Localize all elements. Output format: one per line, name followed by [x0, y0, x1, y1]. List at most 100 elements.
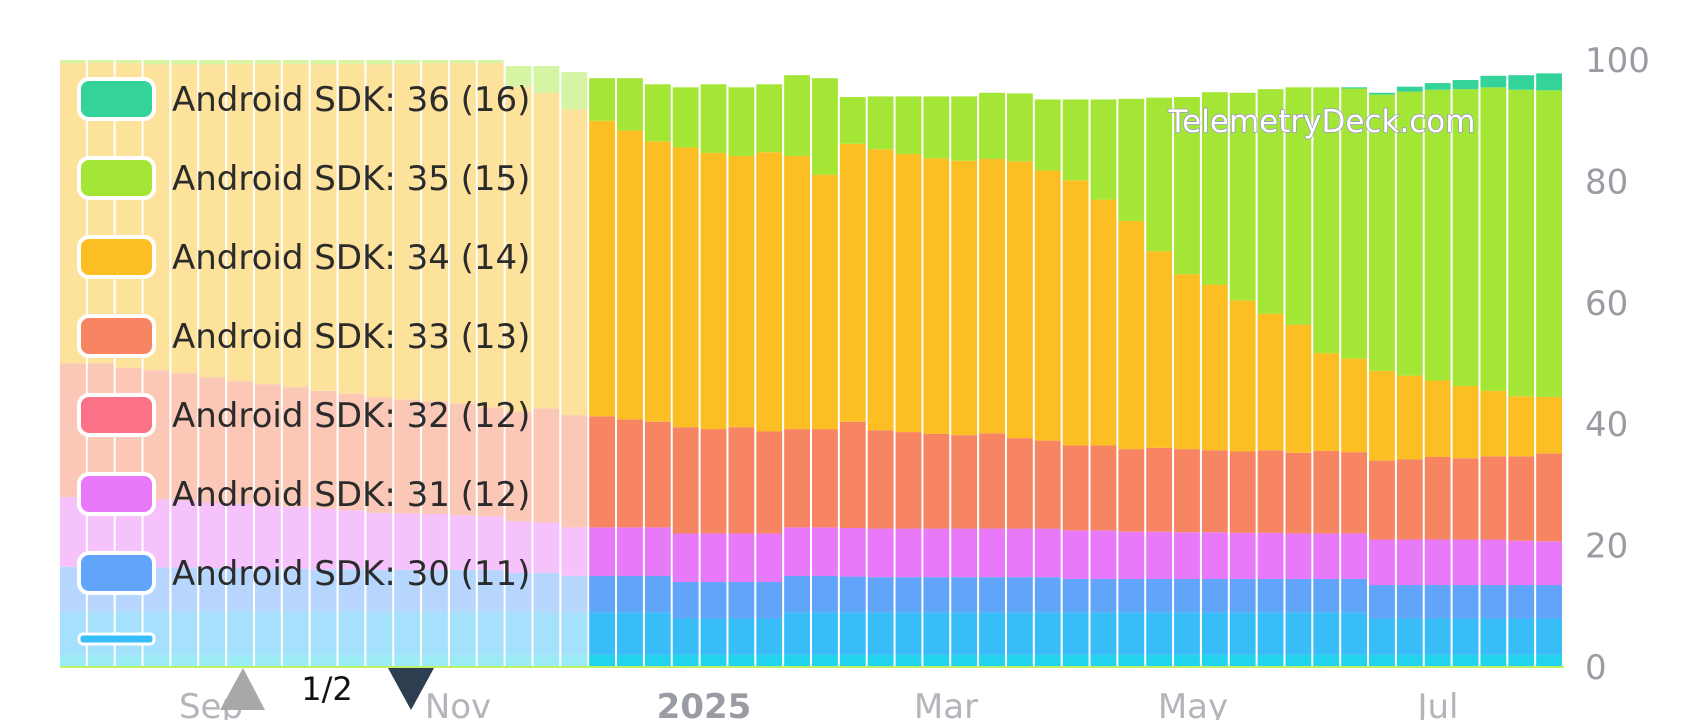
- bar-segment-6-47: [1369, 94, 1395, 371]
- bar-segment-3-38: [1118, 531, 1145, 579]
- legend-item[interactable]: Android SDK: 32 (12): [77, 393, 530, 437]
- bar-segment-2-37: [1090, 578, 1117, 613]
- bar-segment-3-24: [728, 533, 755, 583]
- bar-segment-0-22: [672, 654, 699, 667]
- legend-label: Android SDK: 30 (11): [172, 554, 530, 594]
- pager-down-icon[interactable]: [388, 668, 434, 710]
- bar-segment-1-28: [839, 612, 866, 655]
- bar-segment-6-43: [1257, 89, 1284, 314]
- bar-segment-5-37: [1090, 199, 1117, 446]
- bar-segment-2-33: [979, 577, 1005, 613]
- bar-segment-4-22: [672, 427, 699, 534]
- bar-segment-3-27: [812, 527, 838, 576]
- bar-segment-3-41: [1201, 532, 1228, 579]
- bar-segment-6-39: [1146, 97, 1173, 252]
- bar-segment-2-53: [1536, 585, 1562, 619]
- legend[interactable]: Android SDK: 36 (16) Android SDK: 35 (15)…: [77, 77, 530, 646]
- bar-segment-3-43: [1257, 532, 1284, 579]
- bar-segment-6-25: [756, 84, 783, 153]
- bar-segment-2-20: [617, 575, 643, 613]
- bar-segment-6-23: [700, 84, 727, 153]
- bar-segment-2-19: [589, 575, 616, 613]
- bar-segment-0-37: [1090, 654, 1117, 667]
- bar-segment-1-40: [1174, 612, 1200, 655]
- bar-segment-5-30: [895, 154, 922, 433]
- bar-segment-2-38: [1118, 578, 1145, 613]
- bar-segment-0-19: [589, 654, 616, 667]
- bar-segment-0-25: [756, 654, 783, 667]
- bar-segment-5-33: [979, 158, 1005, 434]
- bar-segment-6-37: [1090, 99, 1117, 200]
- bar-segment-6-20: [617, 78, 643, 131]
- bar-segment-5-44: [1285, 324, 1312, 453]
- bar-segment-1-51: [1480, 618, 1507, 655]
- legend-label: Android SDK: 36 (16): [172, 80, 530, 120]
- bar-segment-4-32: [951, 435, 978, 529]
- bar-segment-7-47: [1369, 92, 1395, 95]
- bar-segment-2-35: [1034, 577, 1061, 613]
- bar-segment-5-39: [1146, 251, 1173, 448]
- bar-segment-5-47: [1369, 370, 1395, 461]
- bar-segment-5-31: [923, 158, 950, 434]
- bar-segment-6-24: [728, 87, 755, 156]
- bar-segment-2-50: [1452, 585, 1479, 619]
- bar-segment-3-26: [784, 527, 810, 576]
- bar-segment-5-41: [1201, 284, 1228, 451]
- bar-segment-3-31: [923, 528, 950, 578]
- bar-segment-5-45: [1313, 353, 1340, 451]
- bar-segment-3-23: [700, 533, 727, 583]
- bar-segment-2-28: [839, 576, 866, 613]
- bar-segment-3-40: [1174, 532, 1200, 579]
- bar-segment-0-43: [1257, 654, 1284, 667]
- legend-item[interactable]: Android SDK: 35 (15): [77, 156, 530, 200]
- bar-segment-5-34: [1006, 161, 1033, 439]
- legend-item[interactable]: Android SDK: 33 (13): [77, 314, 530, 358]
- bar-segment-6-40: [1174, 97, 1200, 275]
- pager-label: 1/2: [301, 670, 353, 708]
- legend-swatch: [77, 77, 156, 121]
- bar-segment-1-42: [1229, 612, 1256, 655]
- legend-swatch: [77, 156, 156, 200]
- bar-segment-1-35: [1034, 612, 1061, 655]
- bar-segment-0-21: [644, 654, 671, 667]
- bar-segment-4-20: [617, 419, 643, 528]
- bar-segment-3-49: [1424, 539, 1451, 586]
- bar-segment-6-45: [1313, 87, 1340, 354]
- legend-item[interactable]: Android SDK: 31 (12): [77, 472, 530, 516]
- bar-segment-4-27: [812, 429, 838, 528]
- bar-segment-4-33: [979, 433, 1005, 529]
- bar-segment-4-44: [1285, 452, 1312, 534]
- legend-item[interactable]: Android SDK: 34 (14): [77, 235, 530, 279]
- bar-segment-7-49: [1424, 83, 1451, 90]
- bar-segment-5-22: [672, 147, 699, 428]
- pager-up-icon[interactable]: [220, 668, 265, 710]
- bar-segment-4-45: [1313, 450, 1340, 534]
- bar-segment-6-42: [1229, 92, 1256, 301]
- bar-segment-1-21: [644, 612, 671, 655]
- bar-segment-6-41: [1201, 92, 1228, 285]
- bar-segment-2-41: [1201, 578, 1228, 613]
- legend-item[interactable]: Android SDK: 36 (16): [77, 77, 530, 121]
- bar-segment-2-46: [1341, 578, 1368, 613]
- bar-segment-1-36: [1062, 612, 1089, 655]
- bar-segment-5-20: [617, 130, 643, 420]
- bar-segment-1-53: [1536, 618, 1562, 655]
- bar-segment-4-26: [784, 429, 810, 528]
- bar-segment-0-28: [839, 654, 866, 667]
- legend-swatch-partial: [77, 632, 156, 646]
- bar-segment-2-39: [1146, 578, 1173, 613]
- bar-segment-6-34: [1006, 93, 1033, 162]
- legend-item[interactable]: Android SDK: 30 (11): [77, 551, 530, 595]
- bar-segment-2-27: [812, 575, 838, 613]
- bar-segment-1-38: [1118, 612, 1145, 655]
- bar-segment-0-34: [1006, 654, 1033, 667]
- legend-label: Android SDK: 35 (15): [172, 159, 530, 199]
- bar-segment-3-48: [1396, 539, 1423, 586]
- bar-segment-4-38: [1118, 449, 1145, 532]
- bar-segment-4-35: [1034, 440, 1061, 529]
- bar-segment-3-22: [672, 533, 699, 583]
- bar-segment-0-51: [1480, 654, 1507, 667]
- bar-segment-3-46: [1341, 533, 1368, 579]
- bar-segment-2-25: [756, 582, 783, 619]
- bar-segment-0-45: [1313, 654, 1340, 667]
